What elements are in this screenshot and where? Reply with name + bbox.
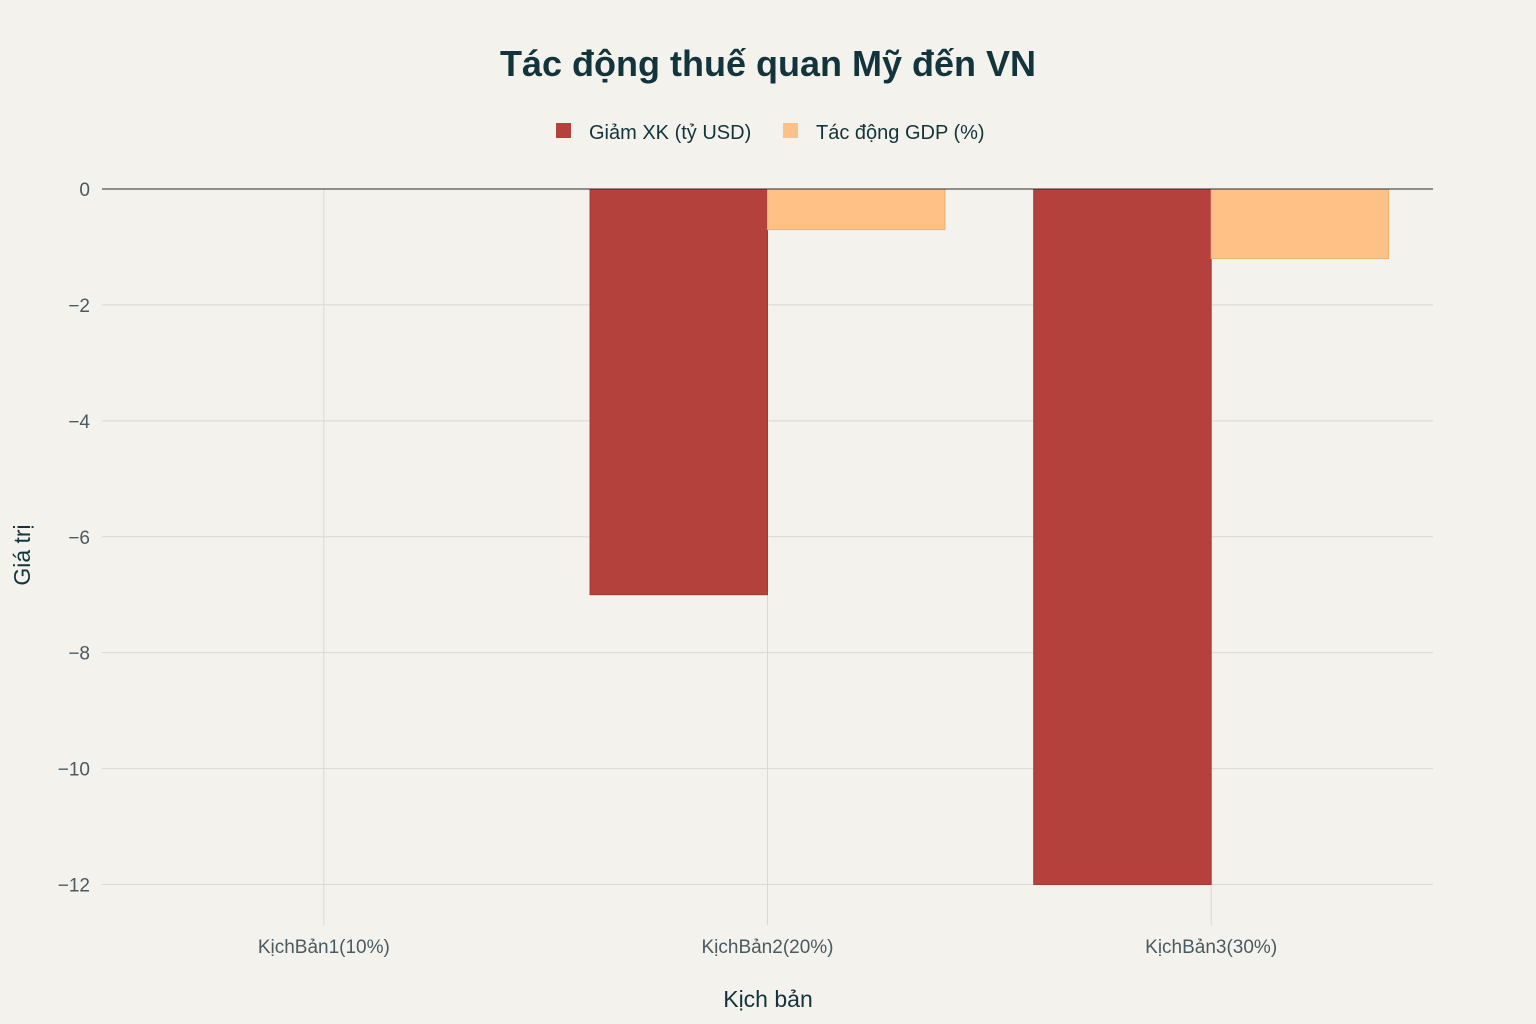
bar-gdp-impact [767,188,946,231]
x-tick-label: KịchBản1(10%) [258,937,390,958]
bars-layer [589,188,1390,885]
legend: Giảm XK (tỷ USD) Tác động GDP (%) [556,122,985,144]
legend-swatch [783,123,798,138]
y-tick-label: 0 [79,180,90,201]
y-tick-label: −6 [68,528,90,549]
legend-label: Giảm XK (tỷ USD) [589,122,751,144]
y-tick-label: −4 [68,412,90,433]
y-tick-label: −2 [68,296,90,317]
bar-export-drop [1033,188,1212,885]
bar-export-drop [589,188,768,596]
axis-layer: 0 −2 −4 −6 −8 −10 −12 KịchBản1(10%) KịchBản2(20%… [58,180,1433,958]
chart-title: Tác động thuế quan Mỹ đến VN [500,43,1036,84]
x-tick-label: KịchBản2(20%) [701,937,833,958]
y-tick-label: −12 [58,876,90,897]
x-axis-title: Kịch bản [723,986,813,1012]
legend-swatch [556,123,571,138]
legend-label: Tác động GDP (%) [816,122,985,144]
y-tick-label: −10 [58,760,90,781]
bar-gdp-impact [1210,188,1390,260]
y-tick-label: −8 [68,644,90,665]
x-tick-label: KịchBản3(30%) [1145,937,1277,958]
y-axis-title: Giá trị [9,524,35,585]
